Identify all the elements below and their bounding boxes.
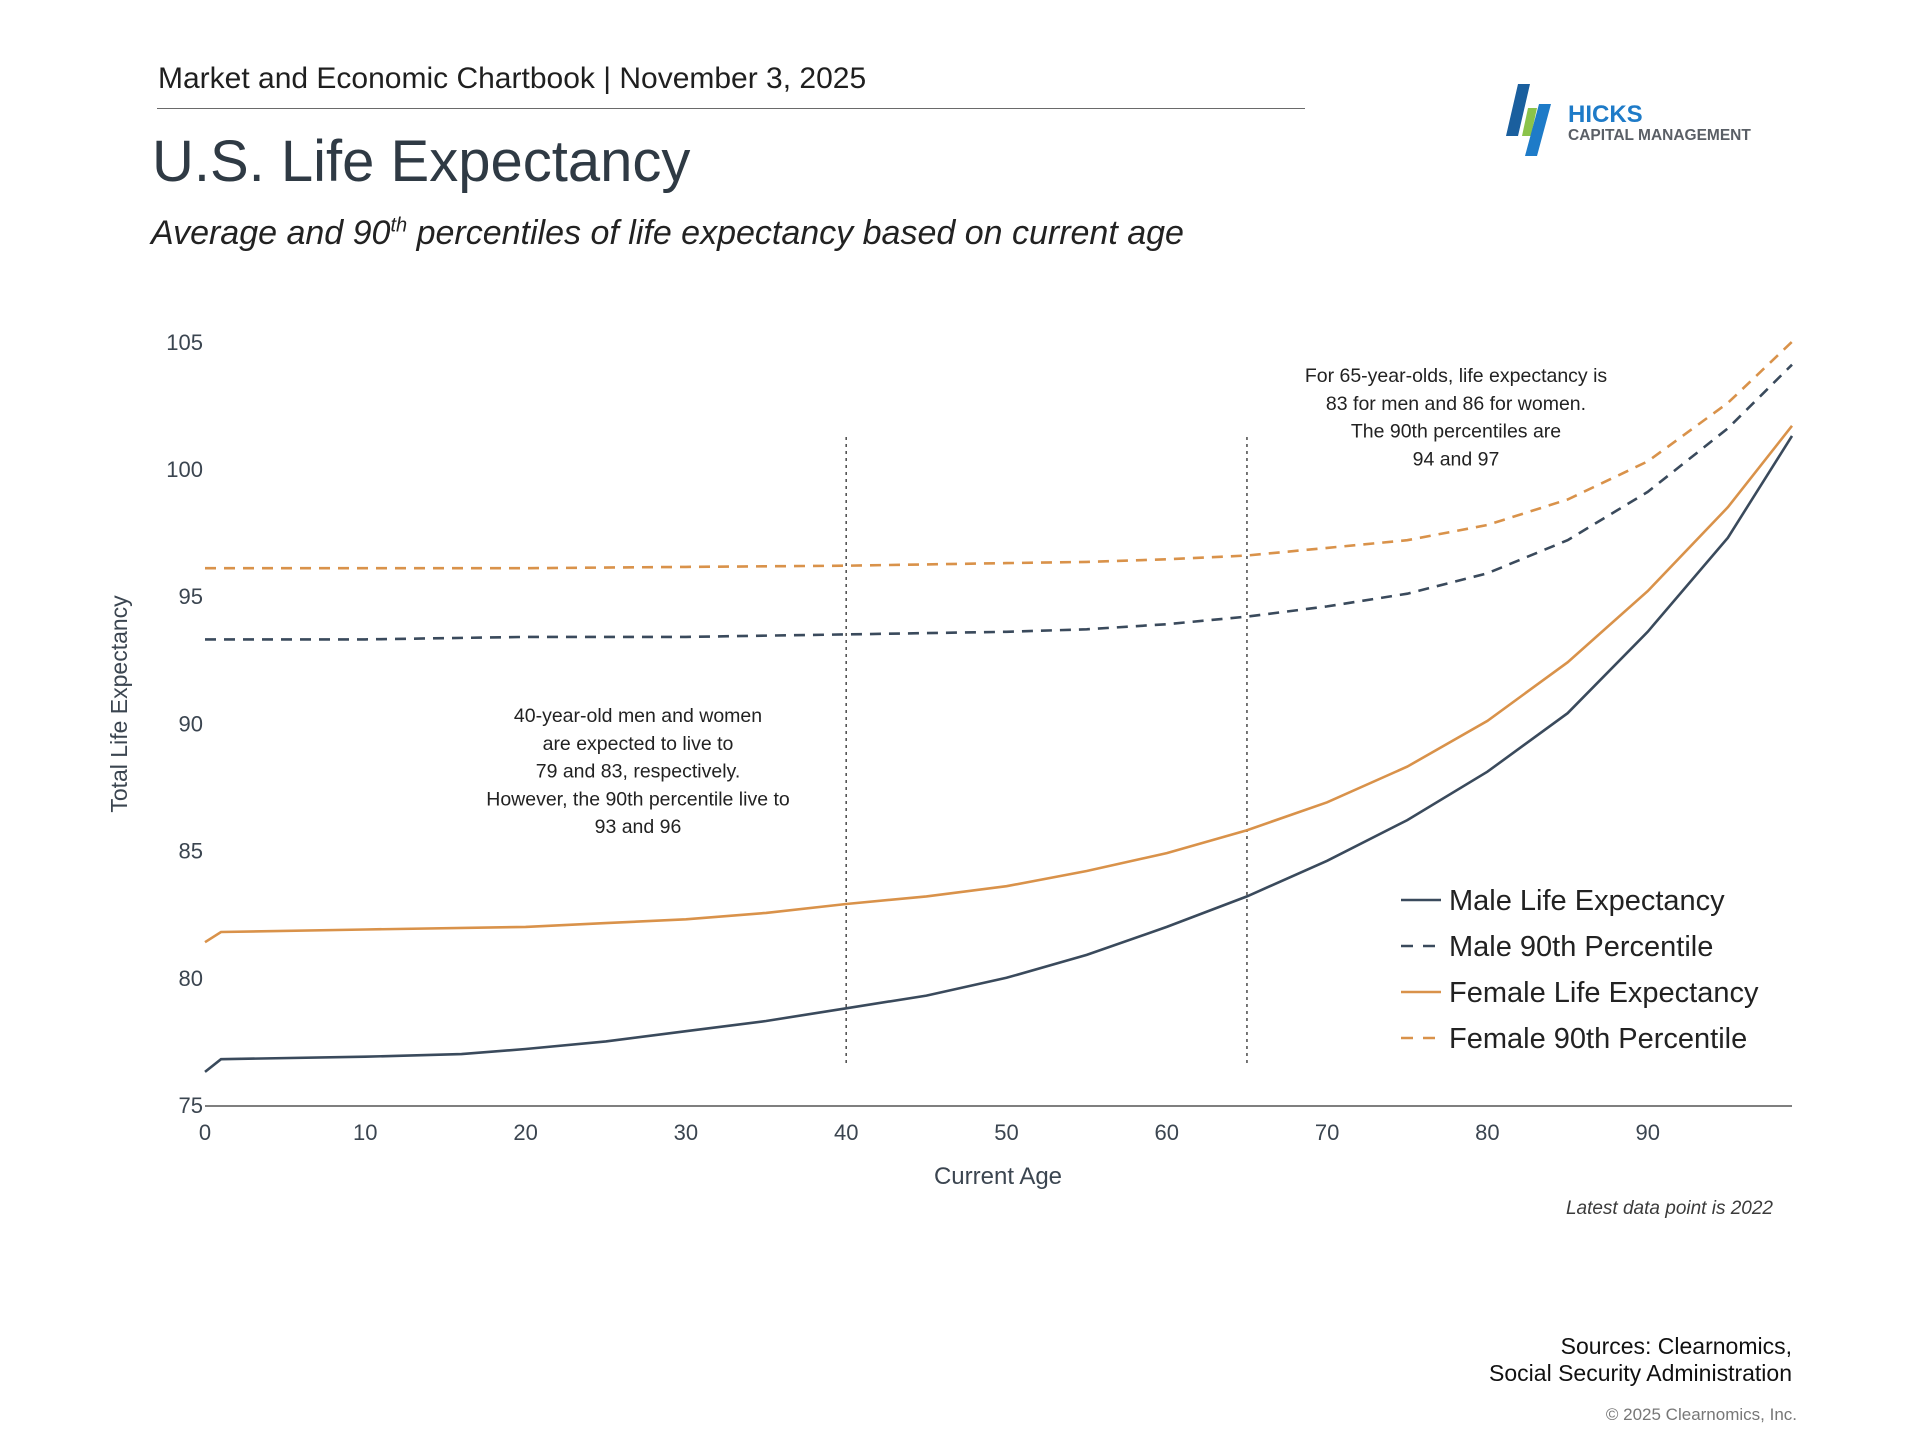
logo-bar-dark (1506, 84, 1530, 136)
x-tick-label: 0 (199, 1120, 211, 1145)
annotation-line: are expected to live to (543, 733, 734, 755)
y-tick-label: 85 (179, 839, 203, 864)
subtitle-post: percentiles of life expectancy based on … (407, 214, 1184, 252)
y-tick-label: 95 (179, 584, 203, 609)
copyright: © 2025 Clearnomics, Inc. (1605, 1405, 1797, 1424)
subtitle-pre: Average and 90 (151, 214, 391, 252)
page-subtitle: Average and 90th percentiles of life exp… (151, 214, 1184, 253)
x-tick-label: 90 (1635, 1120, 1659, 1145)
logo-name: HICKS (1568, 101, 1643, 128)
chartbook-header: Market and Economic Chartbook | November… (158, 62, 867, 95)
y-axis-title: Total Life Expectancy (106, 595, 132, 813)
annotation-line: 83 for men and 86 for women. (1326, 393, 1586, 415)
x-tick-label: 40 (834, 1120, 858, 1145)
sources: Sources: Clearnomics, Social Security Ad… (1489, 1333, 1792, 1387)
data-note: Latest data point is 2022 (1565, 1198, 1773, 1219)
x-tick-label: 50 (994, 1120, 1018, 1145)
x-tick-label: 60 (1155, 1120, 1179, 1145)
x-tick-label: 20 (513, 1120, 537, 1145)
logo-bar-blue (1525, 104, 1551, 156)
y-tick-label: 105 (166, 330, 203, 355)
annotation-line: 94 and 97 (1413, 448, 1500, 470)
page-title: U.S. Life Expectancy (152, 129, 691, 194)
series-line-male-90th-percentile (205, 363, 1793, 641)
series-line-female-90th-percentile (205, 340, 1793, 570)
annotation-line: However, the 90th percentile live to (486, 788, 790, 810)
legend-label: Male 90th Percentile (1449, 931, 1713, 963)
legend-label: Male Life Expectancy (1449, 885, 1725, 917)
sources-line: Social Security Administration (1489, 1360, 1792, 1386)
annotation-line: 93 and 96 (595, 816, 682, 838)
x-tick-label: 10 (353, 1120, 377, 1145)
x-tick-label: 80 (1475, 1120, 1499, 1145)
x-axis-title: Current Age (934, 1163, 1062, 1190)
annotation-line: 79 and 83, respectively. (536, 761, 741, 783)
header-divider (157, 108, 1305, 109)
legend-label: Female 90th Percentile (1449, 1023, 1747, 1055)
y-tick-label: 90 (179, 711, 203, 736)
y-tick-label: 100 (166, 457, 203, 482)
legend-label: Female Life Expectancy (1449, 977, 1759, 1009)
x-tick-label: 30 (674, 1120, 698, 1145)
x-tick-label: 70 (1315, 1120, 1339, 1145)
series-line-female-life-expectancy (204, 424, 1794, 944)
y-tick-label: 80 (179, 966, 203, 991)
series-line-male-life-expectancy (204, 435, 1794, 1073)
sources-line: Sources: Clearnomics, (1560, 1333, 1792, 1359)
hicks-logo: HICKS CAPITAL MANAGEMENT (1506, 84, 1751, 156)
logo-tagline: CAPITAL MANAGEMENT (1568, 127, 1751, 144)
annotation-line: The 90th percentiles are (1351, 421, 1561, 443)
subtitle-sup: th (390, 214, 408, 237)
y-tick-label: 75 (179, 1093, 203, 1118)
annotation-line: For 65-year-olds, life expectancy is (1305, 365, 1608, 387)
logo-bar-green (1522, 108, 1537, 136)
annotation-line: 40-year-old men and women (514, 705, 762, 727)
